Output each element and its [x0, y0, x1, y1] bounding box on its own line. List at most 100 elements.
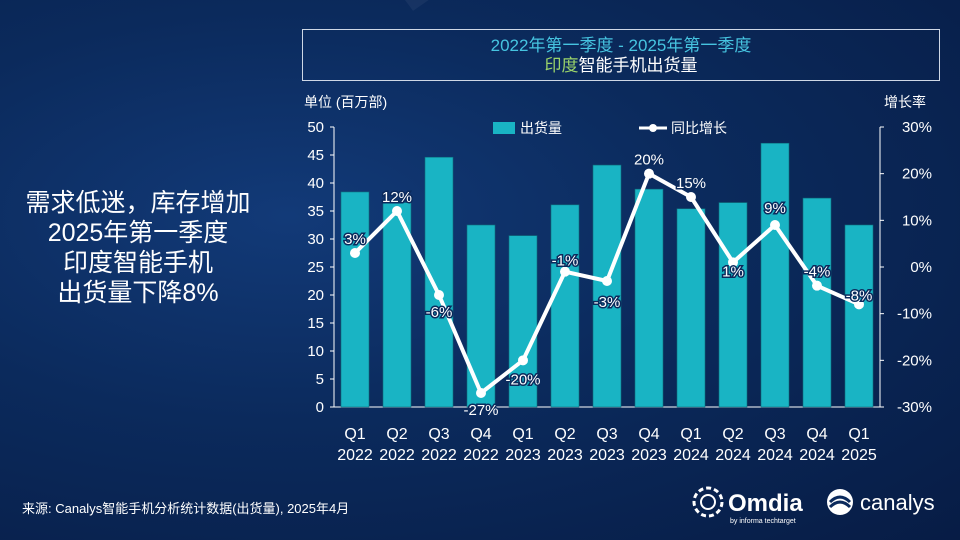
- y2-axis-title: 增长率: [884, 94, 926, 110]
- x-tick-label-year: 2023: [631, 447, 667, 464]
- growth-point: [350, 248, 360, 258]
- x-tick-label-quarter: Q2: [386, 426, 407, 443]
- headline: 需求低迷，库存增加 2025年第一季度 印度智能手机 出货量下降8%: [18, 188, 258, 308]
- growth-point: [434, 290, 444, 300]
- y2-tick-label: -10%: [897, 306, 932, 323]
- x-tick-label-year: 2022: [421, 447, 457, 464]
- x-tick-label-quarter: Q1: [848, 426, 869, 443]
- y2-tick-label: -20%: [897, 352, 932, 369]
- bar: [844, 224, 874, 408]
- canalys-wordmark: canalys: [860, 490, 935, 515]
- growth-point: [518, 355, 528, 366]
- growth-data-label: 9%: [764, 200, 786, 217]
- growth-data-label: -3%: [594, 294, 621, 311]
- y2-tick-label: 30%: [902, 119, 932, 136]
- y-tick-label: 5: [316, 371, 324, 388]
- y-tick-label: 20: [307, 287, 324, 304]
- growth-data-label: -20%: [505, 371, 540, 388]
- x-tick-label-quarter: Q4: [638, 426, 659, 443]
- bar: [802, 197, 832, 408]
- bar: [508, 235, 538, 408]
- bar: [676, 208, 706, 408]
- y-tick-label: 15: [307, 315, 324, 332]
- omdia-subtext: by informa techtarget: [730, 518, 796, 525]
- x-tick-label-quarter: Q4: [470, 426, 491, 443]
- canalys-mark-icon: canalys: [827, 489, 935, 515]
- growth-data-label: -8%: [846, 287, 873, 304]
- y-tick-label: 0: [316, 399, 324, 416]
- growth-point: [476, 388, 486, 398]
- x-tick-label-quarter: Q1: [512, 426, 533, 443]
- growth-data-label: 12%: [382, 189, 412, 206]
- growth-point: [686, 192, 696, 202]
- bar: [718, 202, 748, 408]
- y2-tick-label: 0%: [910, 259, 932, 276]
- y-tick-label: 45: [307, 147, 324, 164]
- growth-data-label: -4%: [804, 264, 831, 281]
- bar: [592, 164, 622, 408]
- x-tick-label-year: 2023: [547, 447, 583, 464]
- x-tick-label-year: 2022: [463, 447, 499, 464]
- growth-point: [392, 206, 402, 216]
- growth-data-label: 15%: [676, 175, 706, 192]
- bar: [340, 191, 370, 408]
- y-tick-label: 25: [307, 259, 324, 276]
- y2-tick-label: -30%: [897, 399, 932, 416]
- y-tick-label: 10: [307, 343, 324, 360]
- y2-tick-label: 20%: [902, 166, 932, 183]
- y-axis-title: 单位 (百万部): [304, 94, 388, 110]
- growth-point: [854, 299, 864, 310]
- omdia-logo: Omdia by informa techtarget: [690, 484, 820, 531]
- y-tick-label: 30: [307, 231, 324, 248]
- growth-data-label: -27%: [463, 402, 498, 419]
- x-tick-label-quarter: Q1: [344, 426, 365, 443]
- subtitle-accent: 印度: [544, 56, 579, 75]
- omdia-wordmark: Omdia: [728, 490, 803, 517]
- y-tick-label: 50: [307, 119, 324, 136]
- x-tick-label-year: 2024: [799, 447, 835, 464]
- x-tick-label-year: 2023: [589, 447, 625, 464]
- x-tick-label-year: 2022: [337, 447, 373, 464]
- omdia-mark-icon: Omdia by informa techtarget: [692, 486, 803, 525]
- growth-data-label: 20%: [634, 152, 664, 169]
- legend-label-line: 同比增长: [671, 120, 727, 136]
- y2-tick-label: 10%: [902, 212, 932, 229]
- growth-point: [812, 280, 822, 291]
- headline-line-3: 印度智能手机: [62, 249, 213, 277]
- growth-point: [728, 257, 738, 268]
- growth-point: [770, 220, 780, 230]
- headline-line-4: 出货量下降8%: [57, 279, 219, 307]
- chart-title: 2022年第一季度 - 2025年第一季度: [490, 36, 752, 55]
- x-tick-label-year: 2023: [505, 447, 541, 464]
- y-tick-label: 35: [307, 203, 324, 220]
- bar: [760, 142, 790, 408]
- chart-subtitle: 印度智能手机出货量: [303, 56, 939, 76]
- x-tick-label-quarter: Q2: [722, 426, 743, 443]
- logos: Omdia by informa techtarget canalys: [690, 480, 950, 530]
- y-tick-label: 40: [307, 175, 324, 192]
- x-tick-label-year: 2024: [715, 447, 751, 464]
- growth-point: [644, 168, 654, 179]
- x-tick-label-quarter: Q1: [680, 426, 701, 443]
- growth-data-label: 1%: [722, 263, 744, 280]
- growth-data-label: -6%: [426, 304, 453, 321]
- subtitle-rest: 智能手机出货量: [578, 56, 698, 75]
- chart-title-box: 2022年第一季度 - 2025年第一季度 印度智能手机出货量: [302, 29, 940, 81]
- legend-label-bar: 出货量: [520, 120, 562, 136]
- source-note: 来源: Canalys智能手机分析统计数据(出货量), 2025年4月: [22, 501, 350, 516]
- canalys-logo: canalys: [826, 486, 950, 527]
- bar: [466, 224, 496, 408]
- x-tick-label-year: 2025: [841, 447, 877, 464]
- legend-swatch-bar: [493, 122, 515, 134]
- x-tick-label-quarter: Q3: [764, 426, 785, 443]
- bar: [382, 202, 412, 408]
- growth-data-label: 3%: [344, 231, 366, 248]
- bar: [424, 156, 454, 408]
- growth-point: [560, 266, 570, 277]
- x-tick-label-quarter: Q3: [596, 426, 617, 443]
- growth-point: [602, 276, 612, 286]
- growth-data-label: -1%: [552, 253, 579, 270]
- headline-line-2: 2025年第一季度: [47, 219, 229, 247]
- x-tick-label-quarter: Q2: [554, 426, 575, 443]
